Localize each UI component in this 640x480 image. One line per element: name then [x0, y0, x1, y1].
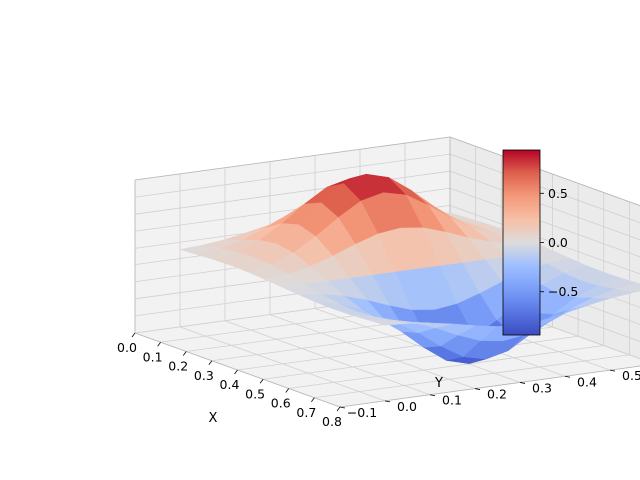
y-tick-mark	[609, 369, 616, 372]
gridline-x	[263, 335, 579, 380]
y-tick-mark	[564, 375, 571, 378]
colorbar-tick-label: −0.5	[548, 284, 578, 299]
pane-edge	[449, 136, 640, 207]
x-tick-mark	[131, 332, 136, 338]
x-tick-mark	[285, 388, 290, 393]
gridline-y	[314, 308, 521, 383]
gridline-y	[269, 314, 476, 389]
gridline-z	[449, 204, 640, 275]
y-tick-label: 0.2	[487, 387, 507, 402]
y-tick-mark	[519, 382, 526, 384]
x-tick-mark	[311, 397, 315, 402]
y-tick-label: 0.3	[532, 380, 552, 395]
x-tick-label: 0.0	[117, 340, 137, 355]
gridline-y	[179, 326, 386, 402]
gridline-z	[134, 153, 451, 198]
x-tick-mark	[259, 379, 264, 384]
x-tick-mark	[157, 342, 161, 347]
y-tick-label: 0.5	[622, 368, 640, 383]
gridline-z	[449, 187, 640, 258]
y-axis-label: Y	[434, 376, 443, 391]
x-tick-label: 0.2	[168, 359, 188, 374]
surface-patch	[367, 319, 408, 326]
x-tick-label: 0.5	[245, 386, 265, 401]
x-tick-mark	[208, 360, 213, 365]
x-tick-mark	[336, 406, 341, 412]
colorbar-gradient	[502, 149, 541, 336]
x-tick-label: 0.1	[143, 349, 163, 364]
pane-edge	[134, 136, 451, 181]
y-tick-label: 0.1	[442, 393, 462, 408]
x-tick-mark	[182, 351, 187, 356]
x-tick-label: 0.4	[220, 377, 240, 392]
x-tick-label: 0.6	[271, 396, 291, 411]
y-tick-mark	[429, 394, 436, 397]
gridline-x	[314, 354, 630, 399]
axis-labels: XY	[209, 376, 443, 426]
pane-edge	[339, 365, 640, 408]
y-tick-label: −0.1	[347, 405, 377, 420]
gridline-y	[224, 320, 431, 396]
axis-ticks: 0.0 0.1 0.2 0.3 0.4 0.5 0.6 0.7 0.8 −0.1 0.0 0.1 0.2…	[117, 332, 640, 429]
y-tick-mark	[474, 388, 481, 390]
gridline-z	[134, 170, 451, 215]
colorbar-tick-label: 0.5	[548, 186, 568, 201]
gridline-x	[288, 345, 604, 389]
y-tick-mark	[339, 406, 346, 409]
gridline-z	[449, 170, 640, 241]
x-tick-label: 0.3	[194, 368, 214, 383]
y-tick-label: 0.4	[577, 374, 597, 389]
x-tick-mark	[234, 369, 238, 375]
x-tick-label: 0.8	[322, 414, 342, 429]
y-tick-mark	[384, 400, 391, 403]
x-axis-label: X	[209, 411, 218, 426]
gridline-z	[449, 153, 640, 224]
colorbar-tick-label: 0.0	[548, 235, 568, 250]
y-tick-label: 0.0	[397, 399, 417, 414]
x-tick-label: 0.7	[296, 405, 316, 420]
colorbar: 0.5 0.0 −0.5	[502, 149, 578, 336]
